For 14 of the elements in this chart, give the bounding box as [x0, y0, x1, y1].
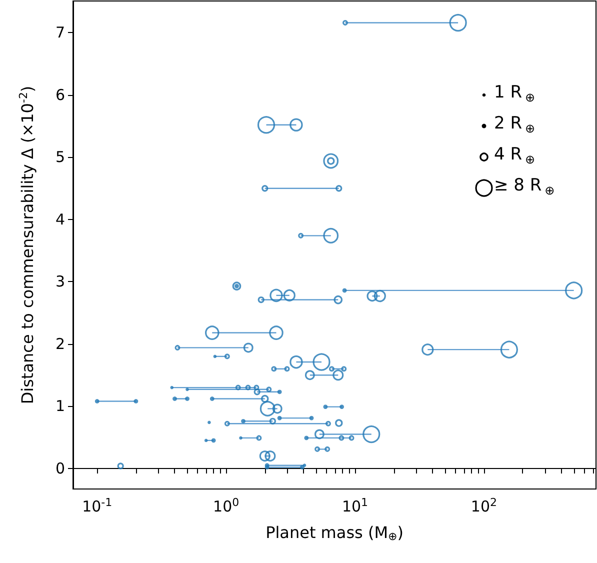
y-tick-label: 5: [55, 148, 65, 166]
legend-label: 2 R⊕: [494, 114, 536, 136]
y-tick-label: 3: [55, 272, 65, 291]
y-tick-label: 6: [55, 86, 65, 104]
y-tick-label: 4: [55, 210, 65, 228]
legend-label: ≥ 8 R⊕: [494, 176, 555, 198]
y-tick-label: 2: [55, 334, 65, 353]
y-tick-label: 0: [55, 459, 65, 478]
y-tick-label: 7: [55, 24, 65, 42]
legend-label: 1 R⊕: [494, 82, 536, 104]
legend-label: 4 R⊕: [494, 144, 536, 166]
y-tick-label: 1: [55, 397, 65, 416]
x-axis-title: Planet mass (M⊕): [266, 523, 404, 543]
y-axis-title: Distance to commensurability Δ (×10-2): [17, 86, 37, 404]
